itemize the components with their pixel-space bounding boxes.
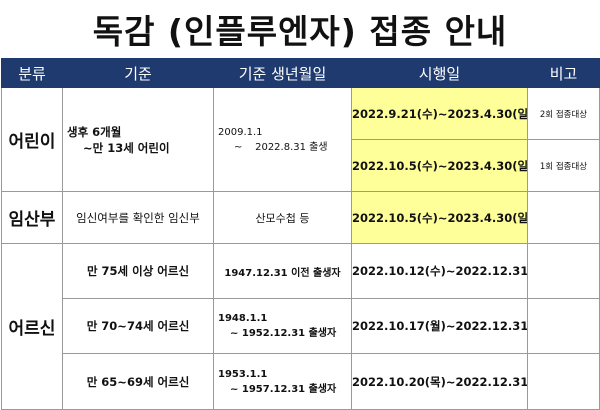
criteria-line: 생후 6개월 [67,124,122,139]
note-cell: 1회 접종대상 [527,139,600,192]
period-cell: 2022.10.5(수)~2023.4.30(일) [351,191,528,244]
header-row: 분류 기준 기준 생년월일 시행일 비고 [1,58,600,88]
criteria-cell: 만 65~69세 어르신 [62,353,214,410]
header-period: 시행일 [351,58,528,88]
birthdate-line: 1953.1.1 [218,368,268,380]
note-cell [527,191,600,244]
criteria-line: ~만 13세 어린이 [83,140,170,155]
table-row: 만 65~69세 어르신 1953.1.1 ~ 1957.12.31 출생자 2… [2,353,600,410]
birthdate-cell: 1947.12.31 이전 출생자 [213,243,352,299]
criteria-pregnant: 임신여부를 확인한 임신부 [62,191,214,244]
note-cell: 2회 접종대상 [527,87,600,140]
header-category: 분류 [1,58,63,88]
header-note: 비고 [527,58,600,88]
note-cell [527,298,600,354]
birthdate-line: 1948.1.1 [218,313,268,324]
birthdate-line: 1947.12.31 이전 출생자 [224,267,341,279]
header-birthdate: 기준 생년월일 [213,58,352,88]
criteria-children: 생후 6개월 ~만 13세 어린이 [62,87,214,192]
birthdate-cell: 1953.1.1 ~ 1957.12.31 출생자 [213,353,352,410]
table-row: 어르신 만 75세 이상 어르신 1947.12.31 이전 출생자 2022.… [1,243,600,410]
note-cell [527,353,600,410]
category-pregnant: 임산부 [1,191,63,244]
birthdate-line: ~ 2022.8.31 출생 [234,141,328,153]
birthdate-pregnant: 산모수첩 등 [213,191,352,244]
criteria-cell: 만 70~74세 어르신 [62,298,214,354]
criteria-cell: 만 75세 이상 어르신 [62,243,214,299]
table-row: 2022.10.5(수)~2023.4.30(일) 1회 접종대상 [2,139,600,192]
category-elderly: 어르신 [1,243,63,410]
period-cell: 2022.9.21(수)~2023.4.30(일) [351,87,528,140]
category-children: 어린이 [1,87,63,192]
period-cell: 2022.10.17(월)~2022.12.31(토) [351,298,528,354]
birthdate-children: 2009.1.1 ~ 2022.8.31 출생 [213,87,352,192]
page-title: 독감 (인플루엔자) 접종 안내 [92,12,508,51]
header-criteria: 기준 [62,58,214,88]
table-row: 임산부 임신여부를 확인한 임신부 산모수첩 등 2022.10.5(수)~20… [1,191,600,244]
period-cell: 2022.10.5(수)~2023.4.30(일) [351,139,528,192]
birthdate-line: ~ 1952.12.31 출생자 [230,328,337,339]
table-row: 어린이 생후 6개월 ~만 13세 어린이 2009.1.1 ~ 2022.8.… [1,87,600,192]
period-cell: 2022.10.12(수)~2022.12.31(토) [351,243,528,299]
birthdate-line: ~ 1957.12.31 출생자 [230,383,337,395]
birthdate-cell: 1948.1.1 ~ 1952.12.31 출생자 [213,298,352,354]
period-cell: 2022.10.20(목)~2022.12.31(토) [351,353,528,410]
note-cell [527,243,600,299]
table-row: 만 70~74세 어르신 1948.1.1 ~ 1952.12.31 출생자 2… [2,298,600,354]
vaccination-table: 분류 기준 기준 생년월일 시행일 비고 어린이 생후 6개월 ~만 13세 어… [1,58,600,410]
birthdate-line: 2009.1.1 [218,126,263,138]
